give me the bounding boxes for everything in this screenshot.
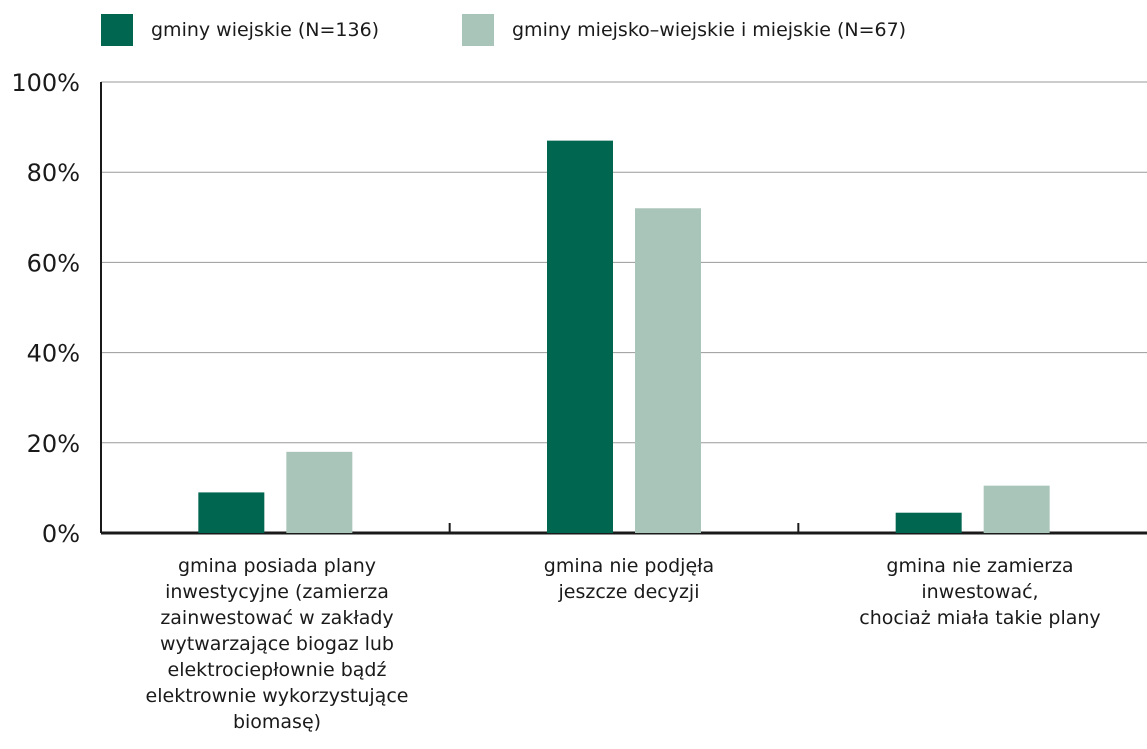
y-tick-label: 60% bbox=[27, 249, 80, 277]
legend-swatch-series-1 bbox=[101, 14, 133, 46]
category-label-2: gmina nie podjęła jeszcze decyzji bbox=[543, 555, 715, 603]
y-tick-label: 20% bbox=[27, 430, 80, 458]
legend-label-series-2: gminy miejsko–wiejskie i miejskie (N=67) bbox=[512, 19, 907, 41]
bar-series-1-category-3 bbox=[895, 512, 962, 533]
bar-series-2-category-3 bbox=[983, 485, 1050, 533]
legend-item-series-2: gminy miejsko–wiejskie i miejskie (N=67) bbox=[462, 14, 906, 46]
category-label-3: gmina nie zamierza inwestować, chociaż m… bbox=[859, 555, 1101, 629]
bar-series-2-category-1 bbox=[286, 451, 353, 533]
legend-label-series-1: gminy wiejskie (N=136) bbox=[151, 19, 380, 41]
legend: gminy wiejskie (N=136) gminy miejsko–wie… bbox=[0, 14, 1147, 50]
bar-series-2-category-2 bbox=[635, 208, 701, 533]
y-tick-label: 100% bbox=[11, 69, 80, 97]
category-label-1: gmina posiada plany inwestycyjne (zamier… bbox=[145, 555, 409, 733]
legend-swatch-series-2 bbox=[462, 14, 494, 46]
y-tick-label: 80% bbox=[27, 159, 80, 187]
y-tick-label: 40% bbox=[27, 340, 80, 368]
legend-item-series-1: gminy wiejskie (N=136) bbox=[101, 14, 379, 46]
bar-series-1-category-1 bbox=[198, 492, 265, 533]
bar-series-1-category-2 bbox=[547, 140, 613, 533]
y-tick-label: 0% bbox=[42, 520, 80, 548]
